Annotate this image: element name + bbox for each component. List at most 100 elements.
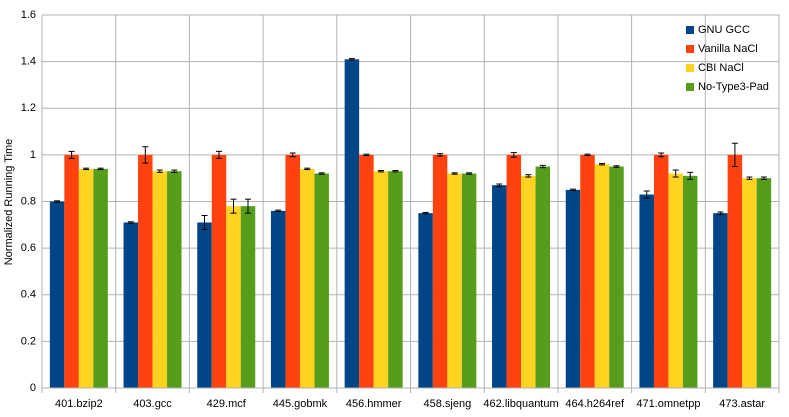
error-bar [672, 169, 679, 178]
bar [197, 222, 212, 388]
error-bar [363, 153, 370, 157]
error-bar [171, 169, 178, 173]
error-bar [83, 167, 90, 171]
legend-label: CBI NaCl [698, 62, 744, 74]
bar [535, 166, 551, 388]
bar [594, 164, 610, 388]
bar [78, 168, 94, 388]
error-bar [496, 183, 503, 187]
bar [639, 194, 654, 388]
bar [226, 206, 241, 388]
bar [565, 189, 581, 388]
bar [521, 175, 536, 388]
bar [167, 171, 182, 388]
bar [447, 173, 462, 388]
x-tick-label: 458.sjeng [423, 398, 471, 410]
legend-label: Vanilla NaCl [698, 43, 758, 55]
error-bar [318, 172, 325, 175]
bar [609, 166, 624, 388]
legend-swatch [686, 83, 694, 91]
error-bar [687, 171, 694, 180]
error-bar [584, 153, 591, 157]
legend-label: GNU GCC [698, 24, 750, 36]
error-bar [613, 165, 620, 168]
x-tick-label: 462.libquantum [483, 398, 558, 410]
x-tick-label: 473.astar [719, 398, 765, 410]
error-bar [156, 169, 163, 173]
error-bar [392, 169, 399, 173]
x-tick-label: 464.h264ref [565, 398, 625, 410]
y-tick-label: 1 [30, 149, 36, 161]
bar [756, 178, 772, 388]
y-tick-label: 1.6 [21, 9, 36, 21]
y-tick-label: 0.8 [21, 195, 36, 207]
error-bar [216, 150, 222, 159]
bar [727, 154, 743, 388]
error-bar [201, 214, 208, 230]
x-tick-label: 445.gobmk [273, 398, 328, 410]
bar [299, 168, 315, 388]
x-tick-label: 403.gcc [133, 398, 172, 410]
error-bar [377, 169, 384, 173]
y-tick-label: 1.4 [21, 56, 36, 68]
x-tick-label: 429.mcf [207, 398, 247, 410]
error-bar [570, 188, 576, 192]
bar [432, 154, 448, 388]
bar [461, 173, 477, 388]
bar [359, 154, 374, 388]
bar [742, 178, 757, 388]
error-bar [731, 142, 738, 168]
y-tick-label: 0.4 [21, 289, 36, 301]
error-bar [422, 211, 429, 215]
bar [682, 175, 698, 388]
error-bar [245, 198, 251, 214]
error-bar [304, 167, 311, 171]
error-bar [68, 150, 75, 159]
error-bar [539, 164, 546, 169]
bar [49, 201, 65, 388]
bar [713, 213, 728, 388]
legend-swatch [686, 26, 694, 34]
y-tick-label: 0 [30, 382, 36, 394]
bar [211, 154, 227, 388]
bar [152, 171, 168, 388]
error-bar [142, 146, 149, 164]
x-tick-label: 401.bzip2 [55, 398, 103, 410]
error-bar [97, 167, 104, 171]
bar [580, 154, 595, 388]
legend-label: No-Type3-Pad [698, 81, 769, 93]
bar [285, 154, 300, 388]
error-bar [760, 176, 767, 180]
legend-swatch [686, 45, 694, 53]
error-bar [717, 211, 724, 215]
y-tick-label: 0.6 [21, 242, 36, 254]
bar [492, 185, 507, 388]
error-bar [127, 221, 134, 224]
error-bar [289, 152, 296, 158]
error-bar [658, 152, 665, 158]
error-bar [451, 172, 458, 175]
bar [653, 154, 669, 388]
error-bar [466, 172, 473, 175]
bar [668, 173, 683, 388]
bar [373, 171, 389, 388]
x-tick-label: 456.hmmer [346, 398, 402, 410]
bar [418, 213, 433, 388]
error-bar [643, 190, 650, 199]
bar [138, 154, 153, 388]
bar [388, 171, 403, 388]
y-tick-label: 0.2 [21, 335, 36, 347]
error-bar [348, 58, 355, 61]
error-bar [599, 163, 605, 166]
bar [64, 154, 79, 388]
bar [240, 206, 256, 388]
error-bar [437, 153, 444, 157]
x-tick-label: 471.omnetpp [636, 398, 700, 410]
legend-swatch [686, 64, 694, 72]
y-axis-label: Normalized Running Time [3, 139, 15, 266]
bar [123, 222, 139, 388]
bar [270, 210, 286, 388]
error-bar [510, 152, 517, 158]
error-bar [230, 198, 237, 214]
